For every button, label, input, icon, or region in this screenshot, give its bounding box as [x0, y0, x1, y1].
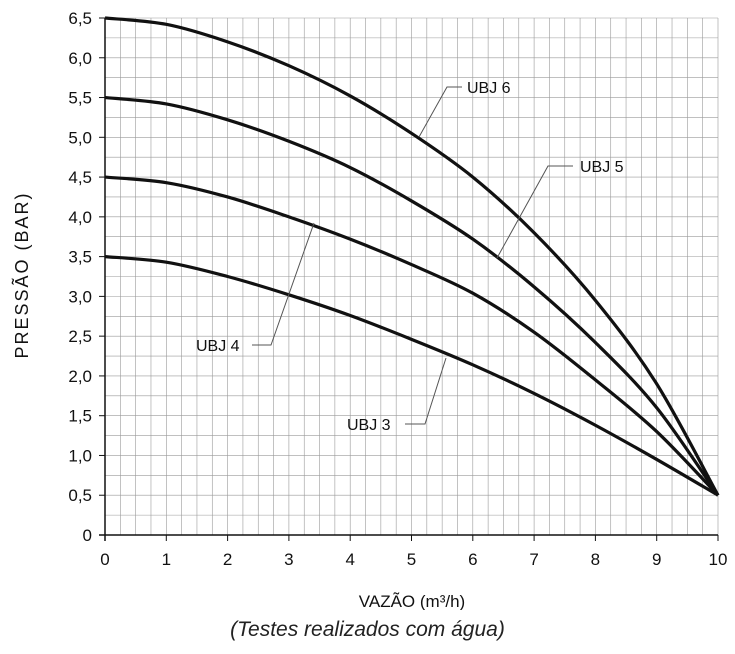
y-tick-label: 6,0	[68, 49, 92, 68]
x-tick-label: 4	[345, 550, 354, 569]
curve-ubj-5	[104, 95, 720, 497]
y-tick-label: 3,0	[68, 287, 92, 306]
series-label-ubj-5: UBJ 5	[580, 159, 624, 176]
x-tick-label: 7	[529, 550, 538, 569]
y-tick-label: 1,5	[68, 407, 92, 426]
x-axis-title: VAZÃO (m³/h)	[359, 592, 465, 610]
y-tick-label: 2,5	[68, 327, 92, 346]
series-label-ubj-3: UBJ 3	[347, 417, 391, 434]
leader-line-ubj-4	[252, 222, 315, 346]
x-tick-label: 6	[468, 550, 477, 569]
x-tick-label: 3	[284, 550, 293, 569]
chart-axes	[99, 18, 718, 541]
curve-ubj-4	[104, 175, 720, 497]
y-axis-title: PRESSÃO (BAR)	[11, 191, 32, 358]
y-tick-label: 2,0	[68, 367, 92, 386]
tick-labels: 0 1 2 3 4 5 6 7 8 9 10 0 0,5 1,0 1,5 2,0 2,5 3,0 3,5 4,0 4,5…	[68, 9, 727, 569]
leader-line-ubj-5	[496, 165, 573, 259]
series-curves	[104, 16, 720, 497]
series-callouts: UBJ 6 UBJ 5 UBJ 4 UBJ 3	[196, 80, 624, 434]
y-tick-label: 4,5	[68, 168, 92, 187]
x-tick-label: 1	[162, 550, 171, 569]
pressure-flow-chart: 0 1 2 3 4 5 6 7 8 9 10 0 0,5 1,0 1,5 2,0 2,5 3,0 3,5 4,0 4,5…	[11, 9, 727, 610]
y-tick-label: 5,0	[68, 128, 92, 147]
y-tick-label: 1,0	[68, 446, 92, 465]
curve-ubj-3	[104, 255, 719, 497]
x-tick-label: 9	[652, 550, 661, 569]
y-tick-label: 6,5	[68, 9, 92, 28]
x-tick-label: 2	[223, 550, 232, 569]
leader-line-ubj-6	[418, 86, 462, 138]
y-tick-label: 3,5	[68, 248, 92, 267]
chart-grid	[104, 17, 719, 536]
series-label-ubj-4: UBJ 4	[196, 338, 240, 355]
x-tick-label: 0	[100, 550, 109, 569]
y-tick-label: 0,5	[68, 486, 92, 505]
x-tick-label: 10	[709, 550, 728, 569]
leader-line-ubj-3	[405, 357, 447, 425]
y-tick-label: 0	[83, 526, 92, 545]
series-label-ubj-6: UBJ 6	[467, 80, 511, 97]
x-tick-label: 5	[407, 550, 416, 569]
y-tick-label: 5,5	[68, 89, 92, 108]
x-tick-label: 8	[591, 550, 600, 569]
y-tick-label: 4,0	[68, 208, 92, 227]
curve-ubj-6	[104, 16, 720, 497]
chart-caption: (Testes realizados com água)	[230, 618, 505, 641]
